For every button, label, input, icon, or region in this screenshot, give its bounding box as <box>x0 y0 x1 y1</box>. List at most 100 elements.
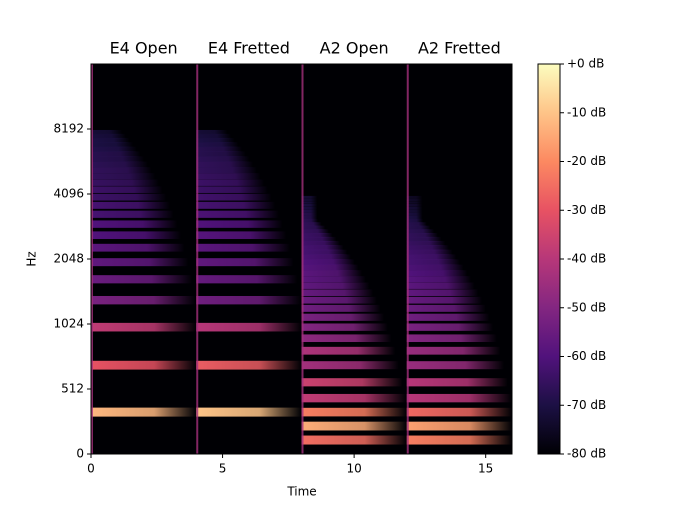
harmonic-band <box>196 201 302 209</box>
x-tick-label: 15 <box>478 462 493 476</box>
harmonic-band <box>196 193 302 201</box>
harmonic-band <box>301 232 407 238</box>
harmonic-band <box>196 137 302 143</box>
harmonic-band <box>406 206 512 210</box>
colorbar-tick-label: -80 dB <box>567 447 606 461</box>
y-tick-label: 0 <box>76 447 84 461</box>
harmonic-band <box>301 198 407 202</box>
harmonic-band <box>406 225 512 230</box>
harmonic-band <box>301 222 407 227</box>
harmonic-band <box>91 161 197 168</box>
harmonic-band <box>196 360 302 370</box>
harmonic-band <box>91 407 197 417</box>
harmonic-band <box>301 236 407 242</box>
harmonic-band <box>406 378 512 387</box>
harmonic-band <box>196 210 302 218</box>
harmonic-band <box>301 254 407 260</box>
harmonic-band <box>91 220 197 228</box>
harmonic-band <box>406 259 512 265</box>
x-axis-label: Time <box>286 485 316 499</box>
harmonic-band <box>91 179 197 186</box>
harmonic-band <box>406 249 512 255</box>
segment-title: A2 Fretted <box>418 39 501 58</box>
harmonic-band <box>301 215 407 220</box>
harmonic-band <box>406 276 512 283</box>
harmonic-band <box>301 212 407 216</box>
harmonic-band <box>91 167 197 174</box>
harmonic-band <box>406 236 512 242</box>
harmonic-band <box>91 133 197 139</box>
harmonic-band <box>91 186 197 193</box>
harmonic-band <box>196 156 302 162</box>
harmonic-band <box>406 421 512 431</box>
segment-title: E4 Fretted <box>208 39 290 58</box>
colorbar-tick-label: -10 dB <box>567 105 606 119</box>
harmonic-band <box>301 334 407 343</box>
colorbar-tick-label: -40 dB <box>567 252 606 266</box>
harmonic-band <box>301 206 407 210</box>
harmonic-band <box>406 270 512 277</box>
harmonic-band <box>406 218 512 223</box>
y-tick-label: 512 <box>61 382 84 396</box>
y-tick-label: 2048 <box>53 252 84 266</box>
harmonic-band <box>301 259 407 265</box>
harmonic-band <box>196 322 302 332</box>
onset <box>91 64 93 454</box>
harmonic-band <box>301 240 407 246</box>
harmonic-band <box>406 289 512 296</box>
x-tick-label: 5 <box>219 462 227 476</box>
colorbar-tick-label: -60 dB <box>567 349 606 363</box>
harmonic-band <box>301 245 407 251</box>
harmonic-band <box>301 270 407 277</box>
harmonic-band <box>91 322 197 332</box>
colorbar-tick-label: -30 dB <box>567 203 606 217</box>
harmonic-band <box>196 151 302 157</box>
harmonic-band <box>301 249 407 255</box>
harmonic-band <box>91 201 197 209</box>
harmonic-band <box>301 282 407 289</box>
onset <box>406 64 409 454</box>
harmonic-band <box>406 198 512 202</box>
harmonic-band <box>406 361 512 370</box>
harmonic-band <box>196 129 302 135</box>
harmonic-band <box>91 142 197 148</box>
harmonic-band <box>406 212 512 216</box>
harmonic-band <box>301 225 407 230</box>
harmonic-band <box>406 323 512 331</box>
segment-title: A2 Open <box>320 39 389 58</box>
harmonic-band <box>301 276 407 283</box>
harmonic-band <box>91 173 197 180</box>
y-tick-label: 1024 <box>53 317 84 331</box>
harmonic-band <box>406 209 512 213</box>
harmonic-band <box>301 323 407 331</box>
colorbar-tick-label: -20 dB <box>567 154 606 168</box>
harmonic-band <box>196 142 302 148</box>
harmonic-band <box>301 304 407 312</box>
harmonic-band <box>196 258 302 267</box>
harmonic-band <box>406 346 512 355</box>
harmonic-band <box>91 243 197 252</box>
harmonic-band <box>196 186 302 193</box>
harmonic-band <box>301 393 407 403</box>
harmonic-band <box>301 204 407 207</box>
harmonic-band <box>301 289 407 296</box>
harmonic-band <box>91 258 197 267</box>
harmonic-band <box>406 229 512 234</box>
colorbar-tick-label: +0 dB <box>567 57 604 71</box>
harmonic-band <box>301 264 407 271</box>
harmonic-band <box>91 193 197 201</box>
y-tick-label: 8192 <box>53 122 84 136</box>
harmonic-band <box>196 275 302 284</box>
harmonic-band <box>91 295 197 305</box>
harmonic-band <box>196 407 302 417</box>
harmonic-band <box>406 245 512 251</box>
y-tick-label: 4096 <box>53 187 84 201</box>
harmonic-band <box>196 220 302 228</box>
harmonic-band <box>196 133 302 139</box>
harmonic-band <box>301 421 407 431</box>
harmonic-band <box>406 407 512 417</box>
colorbar-tick-label: -50 dB <box>567 300 606 314</box>
harmonic-band <box>406 240 512 246</box>
harmonic-band <box>301 218 407 223</box>
